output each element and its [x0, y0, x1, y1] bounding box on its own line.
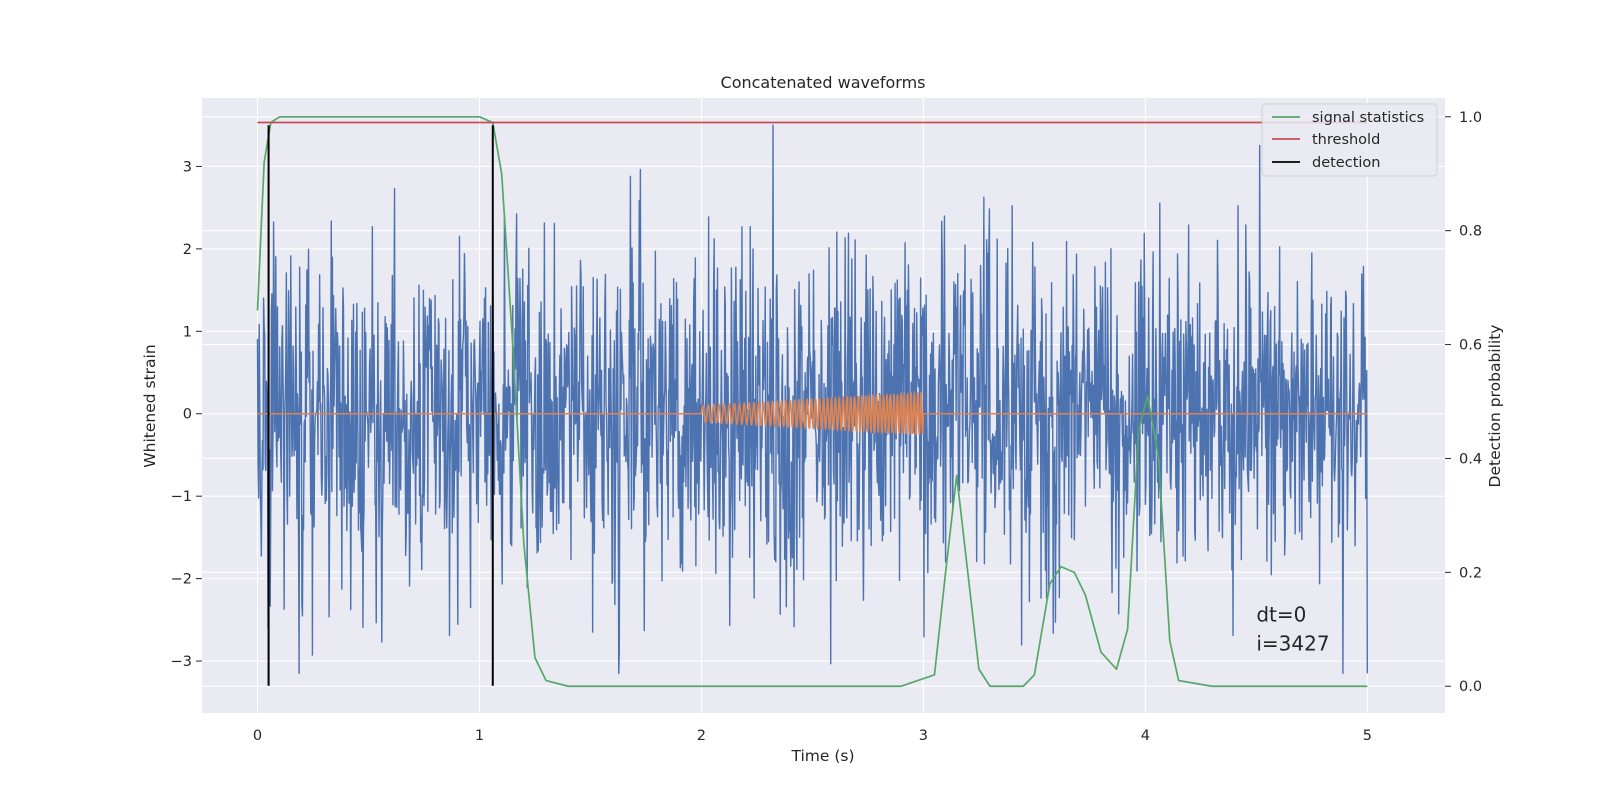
x-axis-title: Time (s)	[790, 747, 854, 765]
y2-tick-label-0.2: 0.2	[1459, 565, 1482, 581]
y-tick-label-3: 3	[183, 159, 192, 175]
y-tick-label--1: −1	[171, 489, 192, 505]
legend-box	[1261, 103, 1438, 177]
y2-tick-label-0.6: 0.6	[1459, 338, 1482, 354]
x-tick-label-4: 4	[1141, 728, 1150, 744]
annotation-1: dt=0	[1256, 602, 1306, 626]
x-tick-label-0: 0	[253, 728, 262, 744]
legend-label-threshold: threshold	[1312, 132, 1380, 148]
noise-series	[256, 124, 1369, 675]
legend-label-signal-statistics: signal statistics	[1312, 110, 1424, 126]
x-tick-label-1: 1	[475, 728, 484, 744]
y2-axis-title: Detection probability	[1486, 325, 1504, 488]
legend-label-detection: detection	[1312, 155, 1380, 171]
legend: signal statistics threshold detection	[1261, 103, 1438, 177]
y2-tick-label-0.4: 0.4	[1459, 451, 1482, 467]
y-tick-label--3: −3	[171, 654, 192, 670]
y2-tick-label-0.0: 0.0	[1459, 679, 1482, 695]
annotation-2: i=3427	[1256, 631, 1329, 655]
y-axis-title: Whitened strain	[141, 344, 159, 467]
detection-markers	[267, 125, 494, 686]
injection-series	[257, 390, 1368, 437]
x-tick-label-2: 2	[697, 728, 706, 744]
chart-title: Concatenated waveforms	[721, 73, 926, 92]
noise-line	[256, 124, 1369, 675]
annotations: dt=0 i=3427	[1256, 602, 1329, 655]
y-tick-label-2: 2	[183, 242, 192, 258]
axis-ticks: 0 1 2 3 4 5 −3 −2 −1 0 1 2 3 0.0 0.2 0.4 0.6 0.8 1.0	[171, 110, 1482, 744]
y-tick-label-0: 0	[183, 407, 192, 423]
y2-tick-label-1.0: 1.0	[1459, 110, 1482, 126]
injection-line	[257, 390, 1368, 437]
x-tick-label-5: 5	[1363, 728, 1372, 744]
x-tick-label-3: 3	[919, 728, 928, 744]
y-tick-label-1: 1	[183, 324, 192, 340]
y-tick-label--2: −2	[171, 572, 192, 588]
detection-statistic-layer	[256, 115, 1368, 688]
y2-tick-label-0.8: 0.8	[1459, 224, 1482, 240]
